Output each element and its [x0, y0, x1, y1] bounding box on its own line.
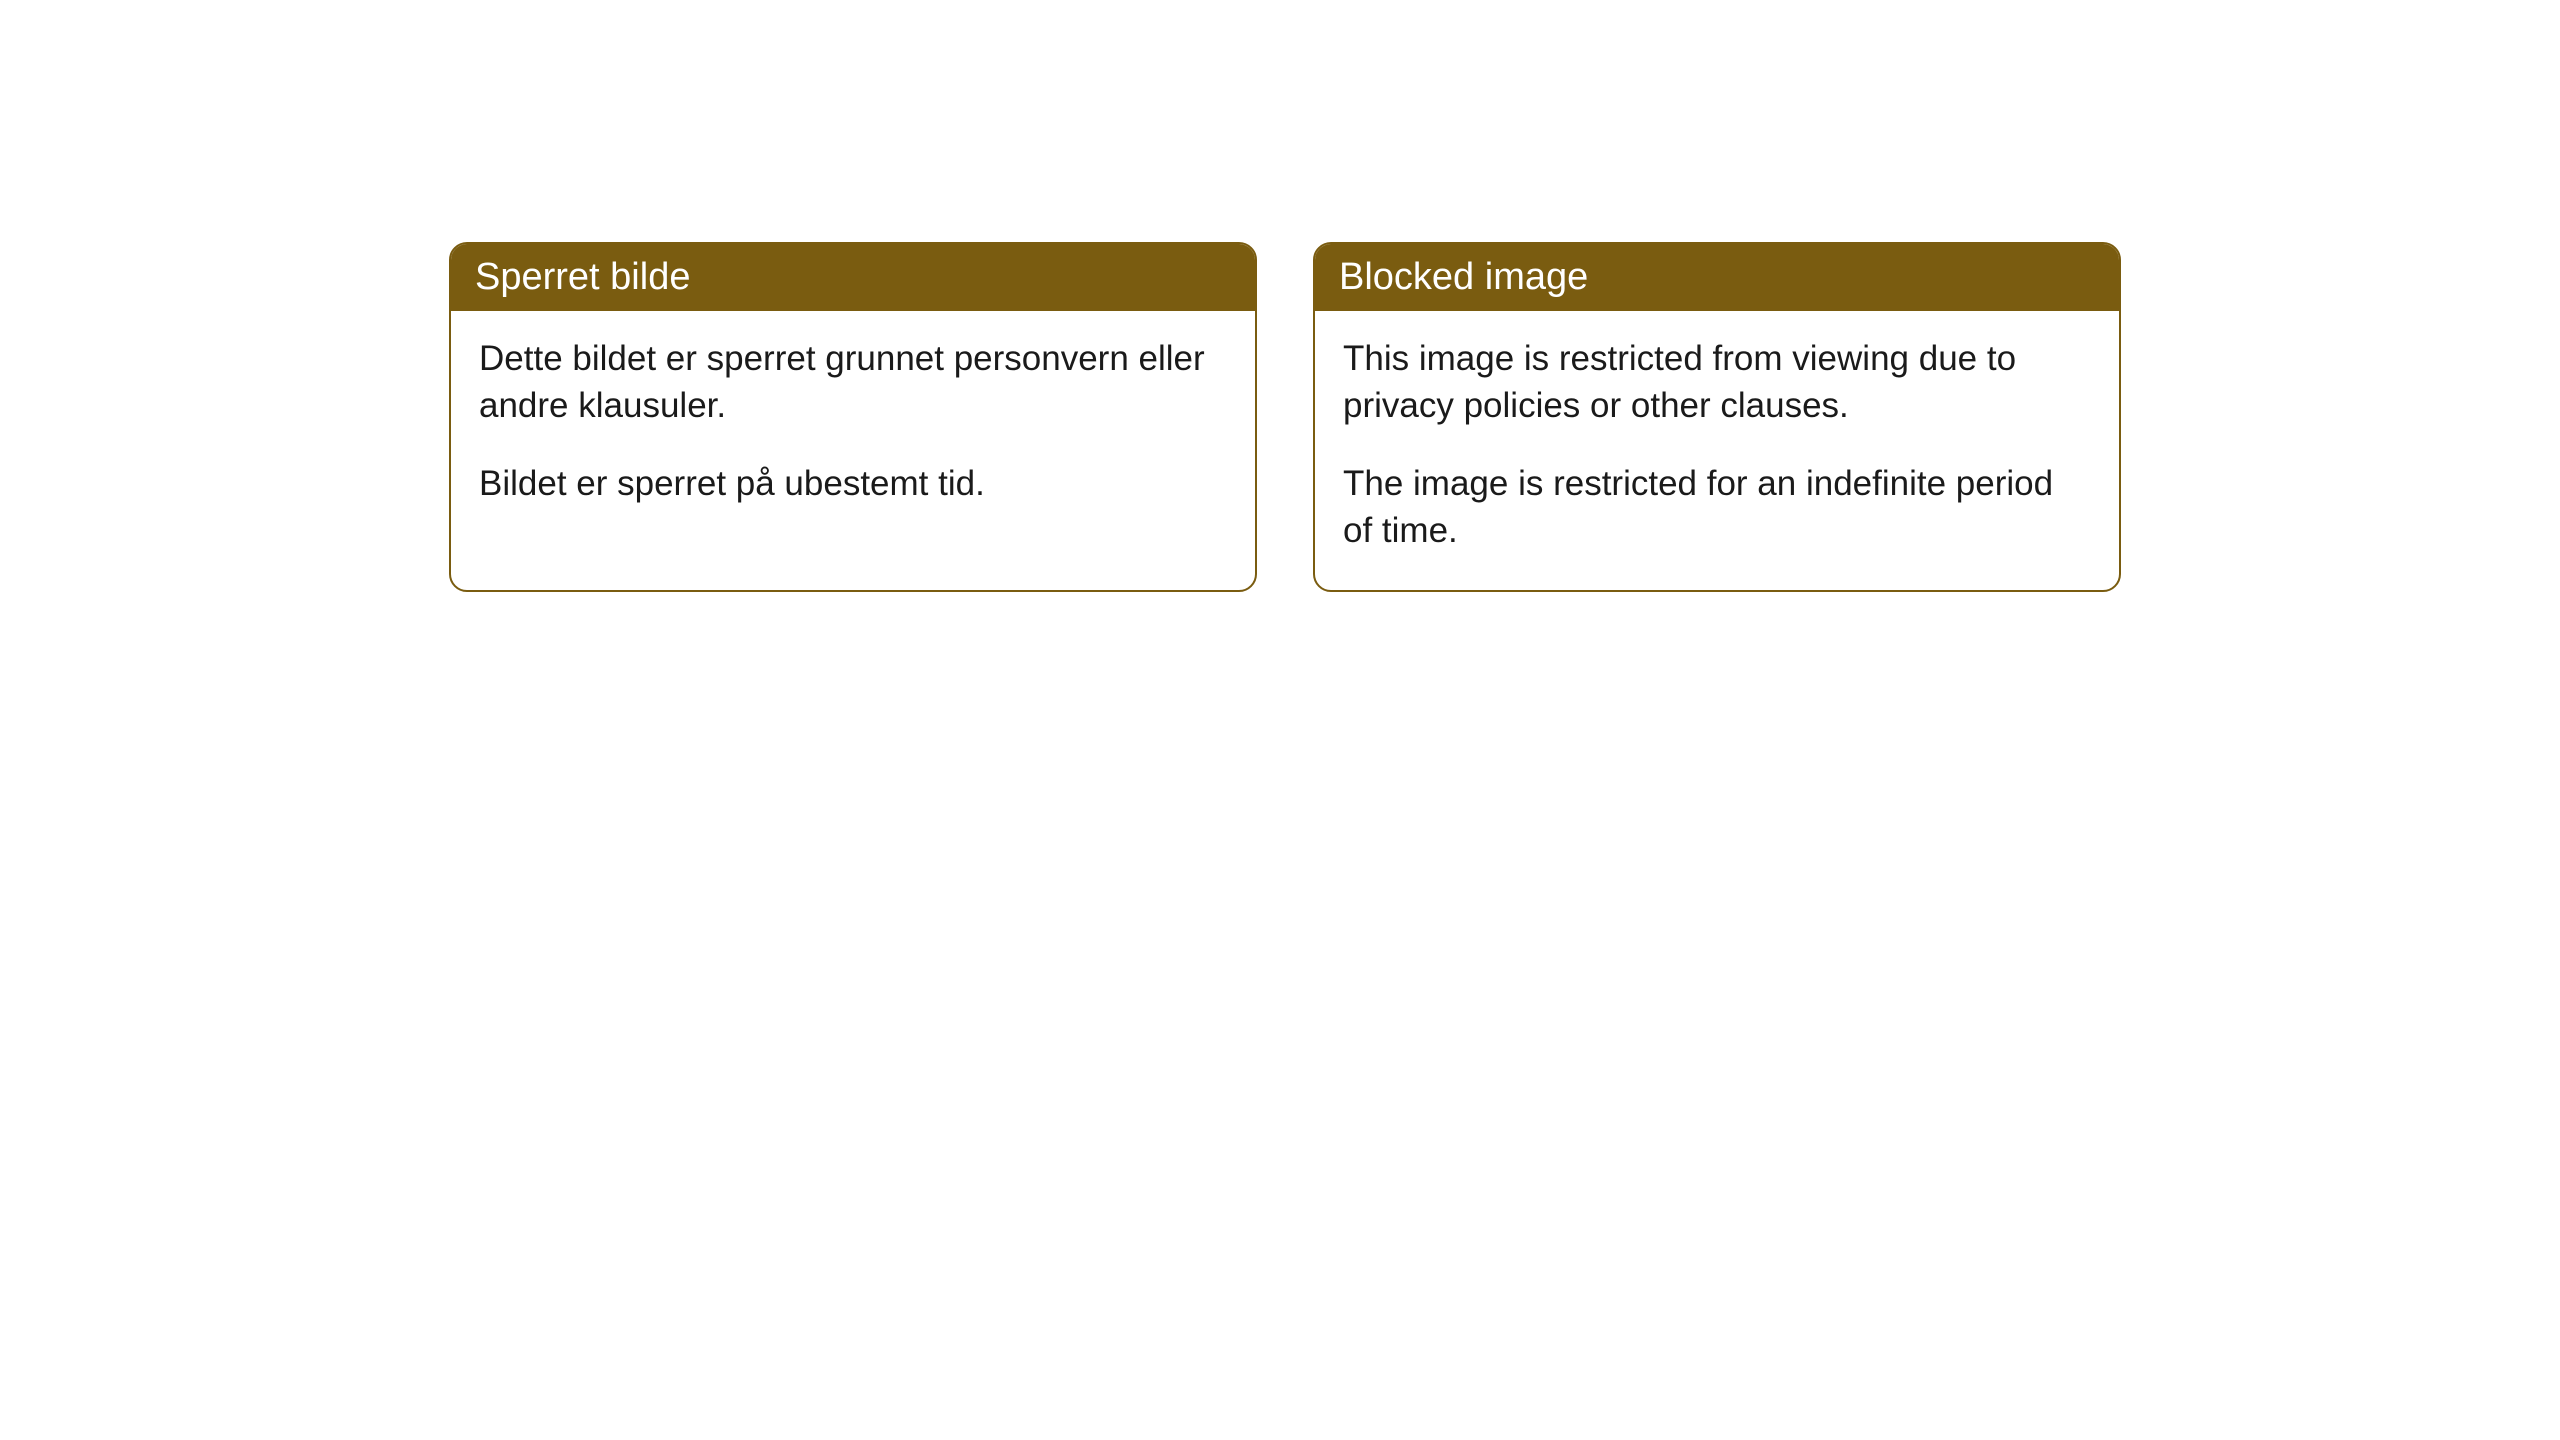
card-body-no: Dette bildet er sperret grunnet personve… — [451, 311, 1255, 543]
card-para2-no: Bildet er sperret på ubestemt tid. — [479, 460, 1227, 507]
card-para2-en: The image is restricted for an indefinit… — [1343, 460, 2091, 555]
notice-container: Sperret bilde Dette bildet er sperret gr… — [0, 0, 2560, 592]
card-header-en: Blocked image — [1315, 244, 2119, 311]
blocked-image-card-no: Sperret bilde Dette bildet er sperret gr… — [449, 242, 1257, 592]
card-body-en: This image is restricted from viewing du… — [1315, 311, 2119, 590]
card-para1-en: This image is restricted from viewing du… — [1343, 335, 2091, 430]
blocked-image-card-en: Blocked image This image is restricted f… — [1313, 242, 2121, 592]
card-para1-no: Dette bildet er sperret grunnet personve… — [479, 335, 1227, 430]
card-header-no: Sperret bilde — [451, 244, 1255, 311]
